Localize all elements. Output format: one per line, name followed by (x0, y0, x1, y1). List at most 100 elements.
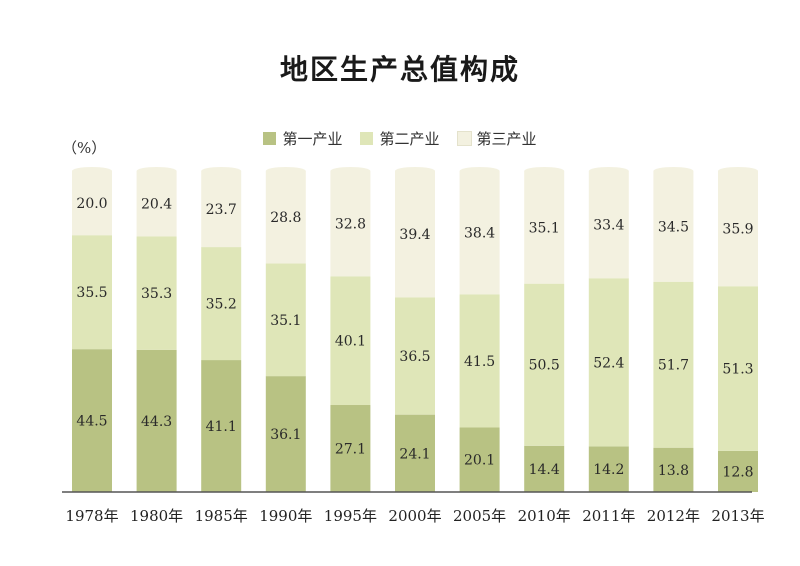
x-tick-label: 1978年 (65, 507, 118, 525)
data-label: 28.8 (270, 210, 301, 226)
legend-label-primary: 第一产业 (282, 130, 343, 148)
bar-segment (265, 171, 306, 264)
legend-item-secondary: 第二产业 (360, 128, 440, 149)
bar-cap (72, 167, 112, 175)
bar-segment (395, 414, 435, 492)
bar-segment (459, 294, 500, 428)
data-label: 33.4 (593, 218, 624, 234)
legend-swatch-tertiary (456, 131, 472, 146)
bar-segment (524, 445, 565, 492)
legend-label-secondary: 第二产业 (379, 130, 440, 148)
bar-segment (72, 171, 112, 236)
data-label: 24.1 (399, 446, 430, 462)
x-tick-label: 2005年 (453, 507, 506, 525)
bar-segment (330, 276, 371, 406)
bar-group: 44.3 35.3 20.4 1980年 (130, 167, 183, 525)
bar-cap (395, 167, 435, 175)
bar-group: 36.1 35.1 28.8 1990年 (259, 167, 312, 525)
bar-group: 27.1 40.1 32.8 1995年 (324, 167, 377, 525)
data-label: 40.1 (335, 334, 366, 350)
data-label: 23.7 (206, 202, 237, 218)
data-label: 41.5 (464, 354, 495, 370)
data-label: 35.1 (529, 220, 560, 236)
bar-segment (395, 171, 435, 298)
data-label: 38.4 (464, 226, 495, 242)
x-tick-label: 2010年 (518, 507, 571, 525)
bar-cap (265, 167, 306, 175)
x-tick-label: 2012年 (647, 507, 700, 525)
bar-segment (72, 349, 112, 492)
legend-label-tertiary: 第三产业 (476, 130, 537, 148)
data-label: 36.1 (270, 427, 301, 443)
data-label: 39.4 (399, 227, 430, 243)
bar-segment (718, 286, 758, 451)
legend: 第一产业 第二产业 第三产业 (0, 128, 800, 149)
bar-segment (72, 235, 112, 350)
bar-segment (459, 171, 500, 295)
bar-segment (265, 263, 306, 377)
data-label: 20.0 (76, 196, 107, 212)
data-label: 34.5 (658, 219, 689, 235)
bar-cap (459, 167, 500, 175)
data-label: 44.3 (141, 414, 172, 430)
bar-segment (201, 247, 242, 361)
x-tick-label: 1990年 (259, 507, 312, 525)
bar-segment (718, 171, 758, 287)
bar-segment (524, 283, 565, 446)
legend-swatch-primary (263, 132, 277, 145)
y-unit-label: （%） (62, 139, 107, 157)
chart-title: 地区生产总值构成 (279, 53, 520, 86)
data-label: 14.2 (593, 462, 624, 478)
data-label: 32.8 (335, 217, 366, 233)
bar-group: 14.2 52.4 33.4 2011年 (582, 167, 635, 525)
bar-segment (136, 236, 177, 350)
bar-segment (718, 450, 758, 492)
bar-cap (524, 167, 565, 175)
data-label: 51.7 (658, 358, 689, 374)
data-label: 35.2 (206, 297, 237, 313)
bar-cap (653, 167, 694, 175)
bar-segment (395, 297, 435, 415)
data-label: 41.1 (206, 419, 237, 435)
legend-item-primary: 第一产业 (263, 128, 342, 149)
bar-segment (524, 171, 565, 284)
bar-segment (588, 171, 629, 279)
bar-group: 13.8 51.7 34.5 2012年 (647, 167, 700, 525)
data-label: 20.1 (464, 453, 495, 469)
bar-cap (588, 167, 629, 175)
legend-item-tertiary: 第三产业 (456, 128, 537, 149)
data-label: 51.3 (722, 362, 753, 378)
bar-group: 44.5 35.5 20.0 1978年 (65, 167, 119, 525)
data-label: 44.5 (76, 414, 107, 430)
bar-segment (265, 376, 306, 492)
x-tick-label: 1995年 (324, 507, 377, 525)
bar-segment (330, 171, 371, 277)
data-label: 50.5 (529, 358, 560, 374)
bar-segment (653, 281, 694, 448)
x-tick-label: 2000年 (388, 507, 441, 525)
x-tick-label: 2011年 (582, 507, 635, 525)
bar-group: 24.1 36.5 39.4 2000年 (388, 167, 442, 525)
x-tick-label: 1985年 (195, 507, 248, 525)
data-label: 20.4 (141, 197, 172, 213)
legend-swatch-secondary (360, 132, 374, 145)
data-label: 35.9 (722, 222, 753, 238)
bar-cap (136, 167, 177, 175)
data-label: 12.8 (722, 464, 753, 480)
bar-segment (588, 446, 629, 492)
data-label: 13.8 (658, 463, 689, 479)
bar-segment (330, 405, 371, 492)
x-tick-label: 2013年 (711, 507, 764, 525)
data-label: 27.1 (335, 442, 366, 458)
bar-segment (459, 427, 500, 492)
data-label: 35.5 (76, 285, 107, 301)
bar-cap (330, 167, 371, 175)
bar-cap (718, 167, 758, 175)
bar-segment (136, 349, 177, 492)
x-tick-label: 1980年 (130, 507, 183, 525)
data-label: 35.3 (141, 286, 172, 302)
bar-segment (653, 447, 694, 492)
bar-segment (653, 171, 694, 282)
bar-group: 12.8 51.3 35.9 2013年 (711, 167, 765, 525)
